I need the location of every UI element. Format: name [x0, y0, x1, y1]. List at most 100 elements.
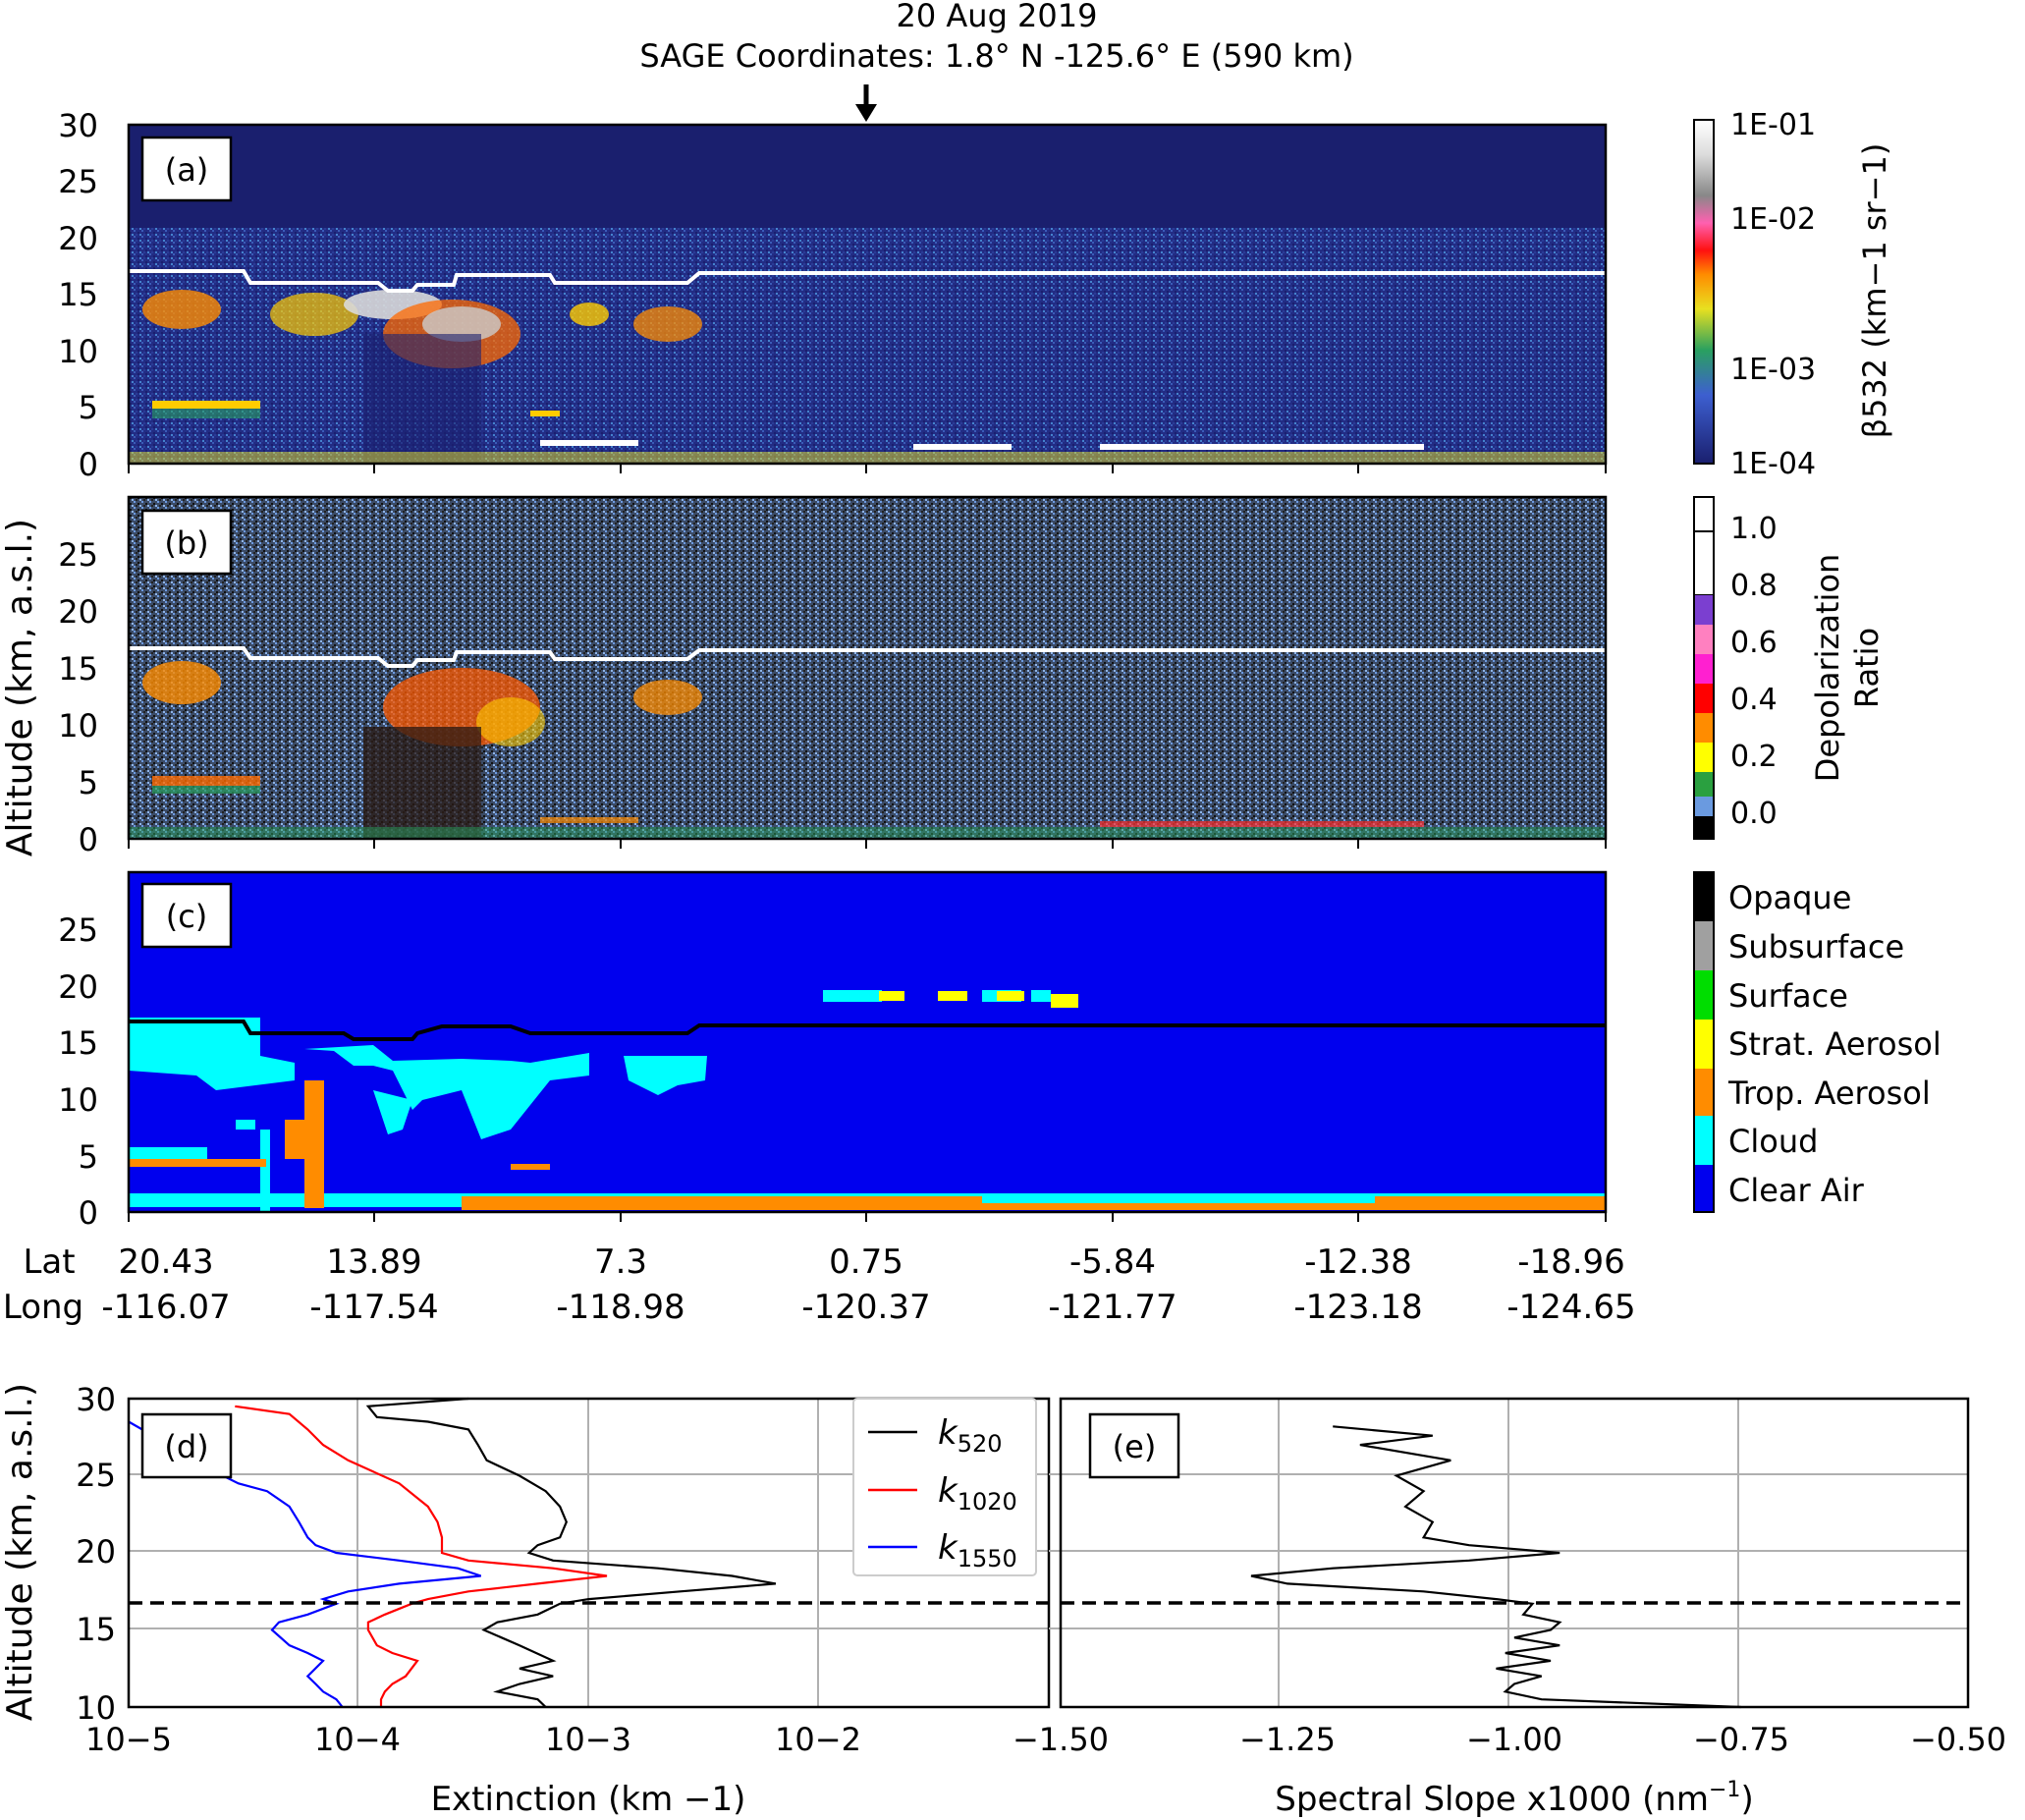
panel-e: (e) −1.50 −1.25 −1.00 −0.75 −0.50 Spectr… — [1012, 1397, 2006, 1819]
class-subsurface: Subsurface — [1728, 928, 1904, 965]
ytick-c-20: 20 — [58, 968, 98, 1006]
ytick-a-15: 15 — [58, 276, 98, 313]
panel-c-yticks: 0 5 10 15 20 25 — [58, 911, 98, 1232]
ytick-c-5: 5 — [79, 1138, 98, 1176]
ytick-d-25: 25 — [76, 1457, 116, 1494]
panel-d-series — [128, 1397, 777, 1708]
cbar-a-tick-1e-4: 1E-04 — [1730, 447, 1816, 481]
ytick-d-30: 30 — [76, 1381, 116, 1418]
panel-d-label-box — [140, 1412, 233, 1479]
ytick-a-10: 10 — [58, 333, 98, 370]
lat-tick-4: 0.75 — [829, 1242, 903, 1282]
xtick-e-2: −1.25 — [1239, 1721, 1336, 1758]
long-tick-6: -123.18 — [1293, 1288, 1422, 1327]
xtick-e-3: −1.00 — [1466, 1721, 1562, 1758]
ytick-d-20: 20 — [76, 1533, 116, 1571]
panel-c-aerosol-regions — [129, 991, 1606, 1210]
series-line-k520 — [365, 1397, 777, 1708]
panel-b-tropopause-line — [129, 646, 1606, 668]
panel-d-yticks: 10 15 20 25 30 — [76, 1381, 116, 1727]
panel-b-label: (b) — [164, 524, 208, 562]
cbar-a-tick-1e-3: 1E-03 — [1730, 353, 1816, 387]
panel-d-frame — [127, 1397, 1051, 1709]
sage-location-arrow — [855, 84, 877, 122]
date-title: 20 Aug 2019 — [897, 0, 1098, 34]
lat-tick-5: -5.84 — [1069, 1242, 1156, 1282]
cbar-b-tick-0.2: 0.2 — [1730, 740, 1778, 774]
ytick-c-0: 0 — [79, 1194, 98, 1232]
panel-c: (c) 0 5 10 15 20 25 — [58, 870, 1608, 1232]
curtain-xticks — [128, 464, 1607, 1222]
lat-tick-3: 7.3 — [594, 1242, 647, 1282]
cbar-b-label-line2: Ratio — [1848, 628, 1886, 708]
cbar-b-tick-0.6: 0.6 — [1730, 626, 1778, 660]
xtick-d-1e-5: 10−5 — [85, 1721, 172, 1758]
panel-e-xticks: −1.50 −1.25 −1.00 −0.75 −0.50 — [1012, 1721, 2006, 1758]
panel-a-cloud-features — [129, 290, 1606, 464]
panel-c-label-box — [140, 882, 233, 949]
panel-d-legend: k520 k1020 k1550 — [852, 1398, 1037, 1576]
class-strat-aerosol: Strat. Aerosol — [1728, 1025, 1942, 1063]
class-surface: Surface — [1728, 977, 1848, 1015]
panel-b: (b) 0 5 10 15 20 25 — [58, 495, 1608, 858]
panel-d-xlabel: Extinction (km −1) — [431, 1780, 746, 1819]
long-tick-7: -124.65 — [1506, 1288, 1635, 1327]
ytick-b-15: 15 — [58, 650, 98, 688]
coords-title: SAGE Coordinates: 1.8° N -125.6° E (590 … — [639, 37, 1353, 75]
series-line-k1020 — [235, 1405, 608, 1707]
ytick-a-25: 25 — [58, 163, 98, 200]
ytick-a-30: 30 — [58, 107, 98, 144]
panel-c-label: (c) — [166, 898, 208, 935]
panel-a: (a) 0 5 10 15 20 25 30 — [58, 107, 1608, 483]
cbar-a-tick-1e-2: 1E-02 — [1730, 202, 1816, 237]
panel-d-xticks: 10−5 10−4 10−3 10−2 — [85, 1721, 861, 1758]
class-clear-air: Clear Air — [1728, 1172, 1865, 1209]
legend-k520: k520 — [938, 1413, 1003, 1458]
ytick-b-20: 20 — [58, 593, 98, 631]
long-tick-2: -117.54 — [309, 1288, 438, 1327]
class-cloud: Cloud — [1728, 1123, 1818, 1160]
ytick-c-15: 15 — [58, 1024, 98, 1062]
ytick-c-25: 25 — [58, 911, 98, 949]
spectral-slope-line — [1250, 1425, 1742, 1709]
xtick-d-1e-4: 10−4 — [314, 1721, 401, 1758]
cbar-b-tick-0.4: 0.4 — [1730, 683, 1778, 717]
lat-tick-6: -12.38 — [1304, 1242, 1412, 1282]
class-opaque: Opaque — [1728, 879, 1851, 916]
panel-b-label-box — [140, 509, 233, 576]
ytick-a-0: 0 — [79, 446, 98, 483]
panel-b-yticks: 0 5 10 15 20 25 — [58, 536, 98, 858]
lat-long-axis: Lat Long 20.43 13.89 7.3 0.75 -5.84 -12.… — [3, 1242, 1636, 1327]
lat-tick-7: -18.96 — [1517, 1242, 1625, 1282]
panel-a-label: (a) — [165, 151, 209, 189]
colorbar-a: 1E-01 1E-02 1E-03 1E-04 β532 (km−1 sr−1) — [1693, 108, 1893, 481]
cbar-a-label: β532 (km−1 sr−1) — [1856, 143, 1893, 439]
xtick-d-1e-3: 10−3 — [545, 1721, 631, 1758]
lat-tick-1: 20.43 — [118, 1242, 213, 1282]
curtain-ylabel: Altitude (km, a.s.l.) — [0, 519, 40, 856]
class-trop-aerosol: Trop. Aerosol — [1727, 1075, 1931, 1112]
xtick-e-5: −0.50 — [1910, 1721, 2006, 1758]
panel-e-label: (e) — [1113, 1428, 1157, 1465]
legend-k1550: k1550 — [938, 1528, 1017, 1572]
panel-c-clear-air — [129, 872, 1606, 1212]
xtick-d-1e-2: 10−2 — [775, 1721, 861, 1758]
panel-a-tropopause-line — [129, 269, 1606, 293]
panel-b-background — [129, 497, 1606, 839]
ytick-d-10: 10 — [76, 1689, 116, 1727]
panel-e-frame — [1059, 1397, 1970, 1709]
panel-d-label: (d) — [164, 1428, 208, 1465]
ytick-a-5: 5 — [79, 389, 98, 426]
colorbar-c: Opaque Subsurface Surface Strat. Aerosol… — [1693, 871, 1942, 1213]
bottom-ylabel: Altitude (km, a.s.l.) — [0, 1383, 40, 1721]
lat-axis-label: Lat — [23, 1242, 75, 1282]
panel-a-noise-band — [129, 228, 1606, 464]
ytick-a-20: 20 — [58, 220, 98, 257]
panel-e-label-box — [1088, 1412, 1180, 1479]
panel-a-label-box — [140, 136, 233, 202]
legend-k1020: k1020 — [938, 1471, 1017, 1516]
cbar-b-tick-0.8: 0.8 — [1730, 569, 1778, 603]
cbar-b-tick-0.0: 0.0 — [1730, 797, 1778, 831]
cbar-b-label-line1: Depolarization — [1809, 554, 1846, 782]
